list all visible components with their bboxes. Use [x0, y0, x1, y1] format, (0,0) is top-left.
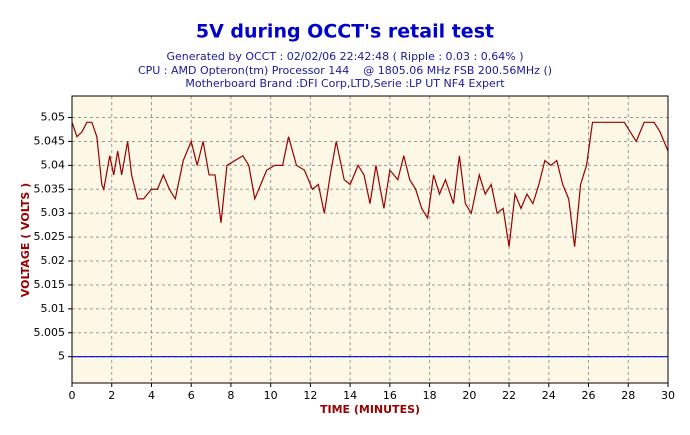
y-tick-label: 5.045 — [34, 134, 66, 147]
subtitle: Motherboard Brand :DFI Corp,LTD,Serie :L… — [185, 77, 505, 90]
x-tick-label: 26 — [582, 389, 596, 402]
y-tick-label: 5.035 — [34, 182, 66, 195]
y-tick-label: 5.005 — [34, 326, 66, 339]
x-tick-label: 10 — [264, 389, 278, 402]
x-tick-label: 14 — [343, 389, 357, 402]
subtitle: Generated by OCCT : 02/02/06 22:42:48 ( … — [167, 50, 524, 63]
x-tick-label: 0 — [69, 389, 76, 402]
subtitle: CPU : AMD Opteron(tm) Processor 144 @ 18… — [138, 64, 552, 77]
y-tick-label: 5.05 — [41, 111, 66, 124]
x-tick-label: 30 — [661, 389, 675, 402]
plot-area — [72, 96, 668, 383]
x-tick-label: 6 — [188, 389, 195, 402]
plot-border — [71, 95, 669, 384]
x-tick-label: 8 — [227, 389, 234, 402]
y-axis-label: VOLTAGE ( VOLTS ) — [19, 183, 32, 297]
y-tick-label: 5.02 — [41, 254, 66, 267]
y-tick-label: 5.03 — [41, 206, 66, 219]
x-tick-label: 18 — [423, 389, 437, 402]
x-tick-label: 4 — [148, 389, 155, 402]
data-line — [71, 121, 669, 247]
x-tick-label: 22 — [502, 389, 516, 402]
x-tick-label: 24 — [542, 389, 556, 402]
x-tick-label: 16 — [383, 389, 397, 402]
x-tick-label: 20 — [462, 389, 476, 402]
x-tick-label: 12 — [303, 389, 317, 402]
chart-title: 5V during OCCT's retail test — [196, 21, 494, 43]
x-axis-label: TIME (MINUTES) — [320, 403, 420, 416]
x-tick-label: 28 — [621, 389, 635, 402]
y-tick-label: 5 — [58, 350, 65, 363]
x-tick-label: 2 — [108, 389, 115, 402]
y-tick-label: 5.015 — [34, 278, 66, 291]
y-tick-label: 5.025 — [34, 230, 66, 243]
y-tick-label: 5.01 — [41, 302, 66, 315]
y-tick-label: 5.04 — [41, 158, 66, 171]
